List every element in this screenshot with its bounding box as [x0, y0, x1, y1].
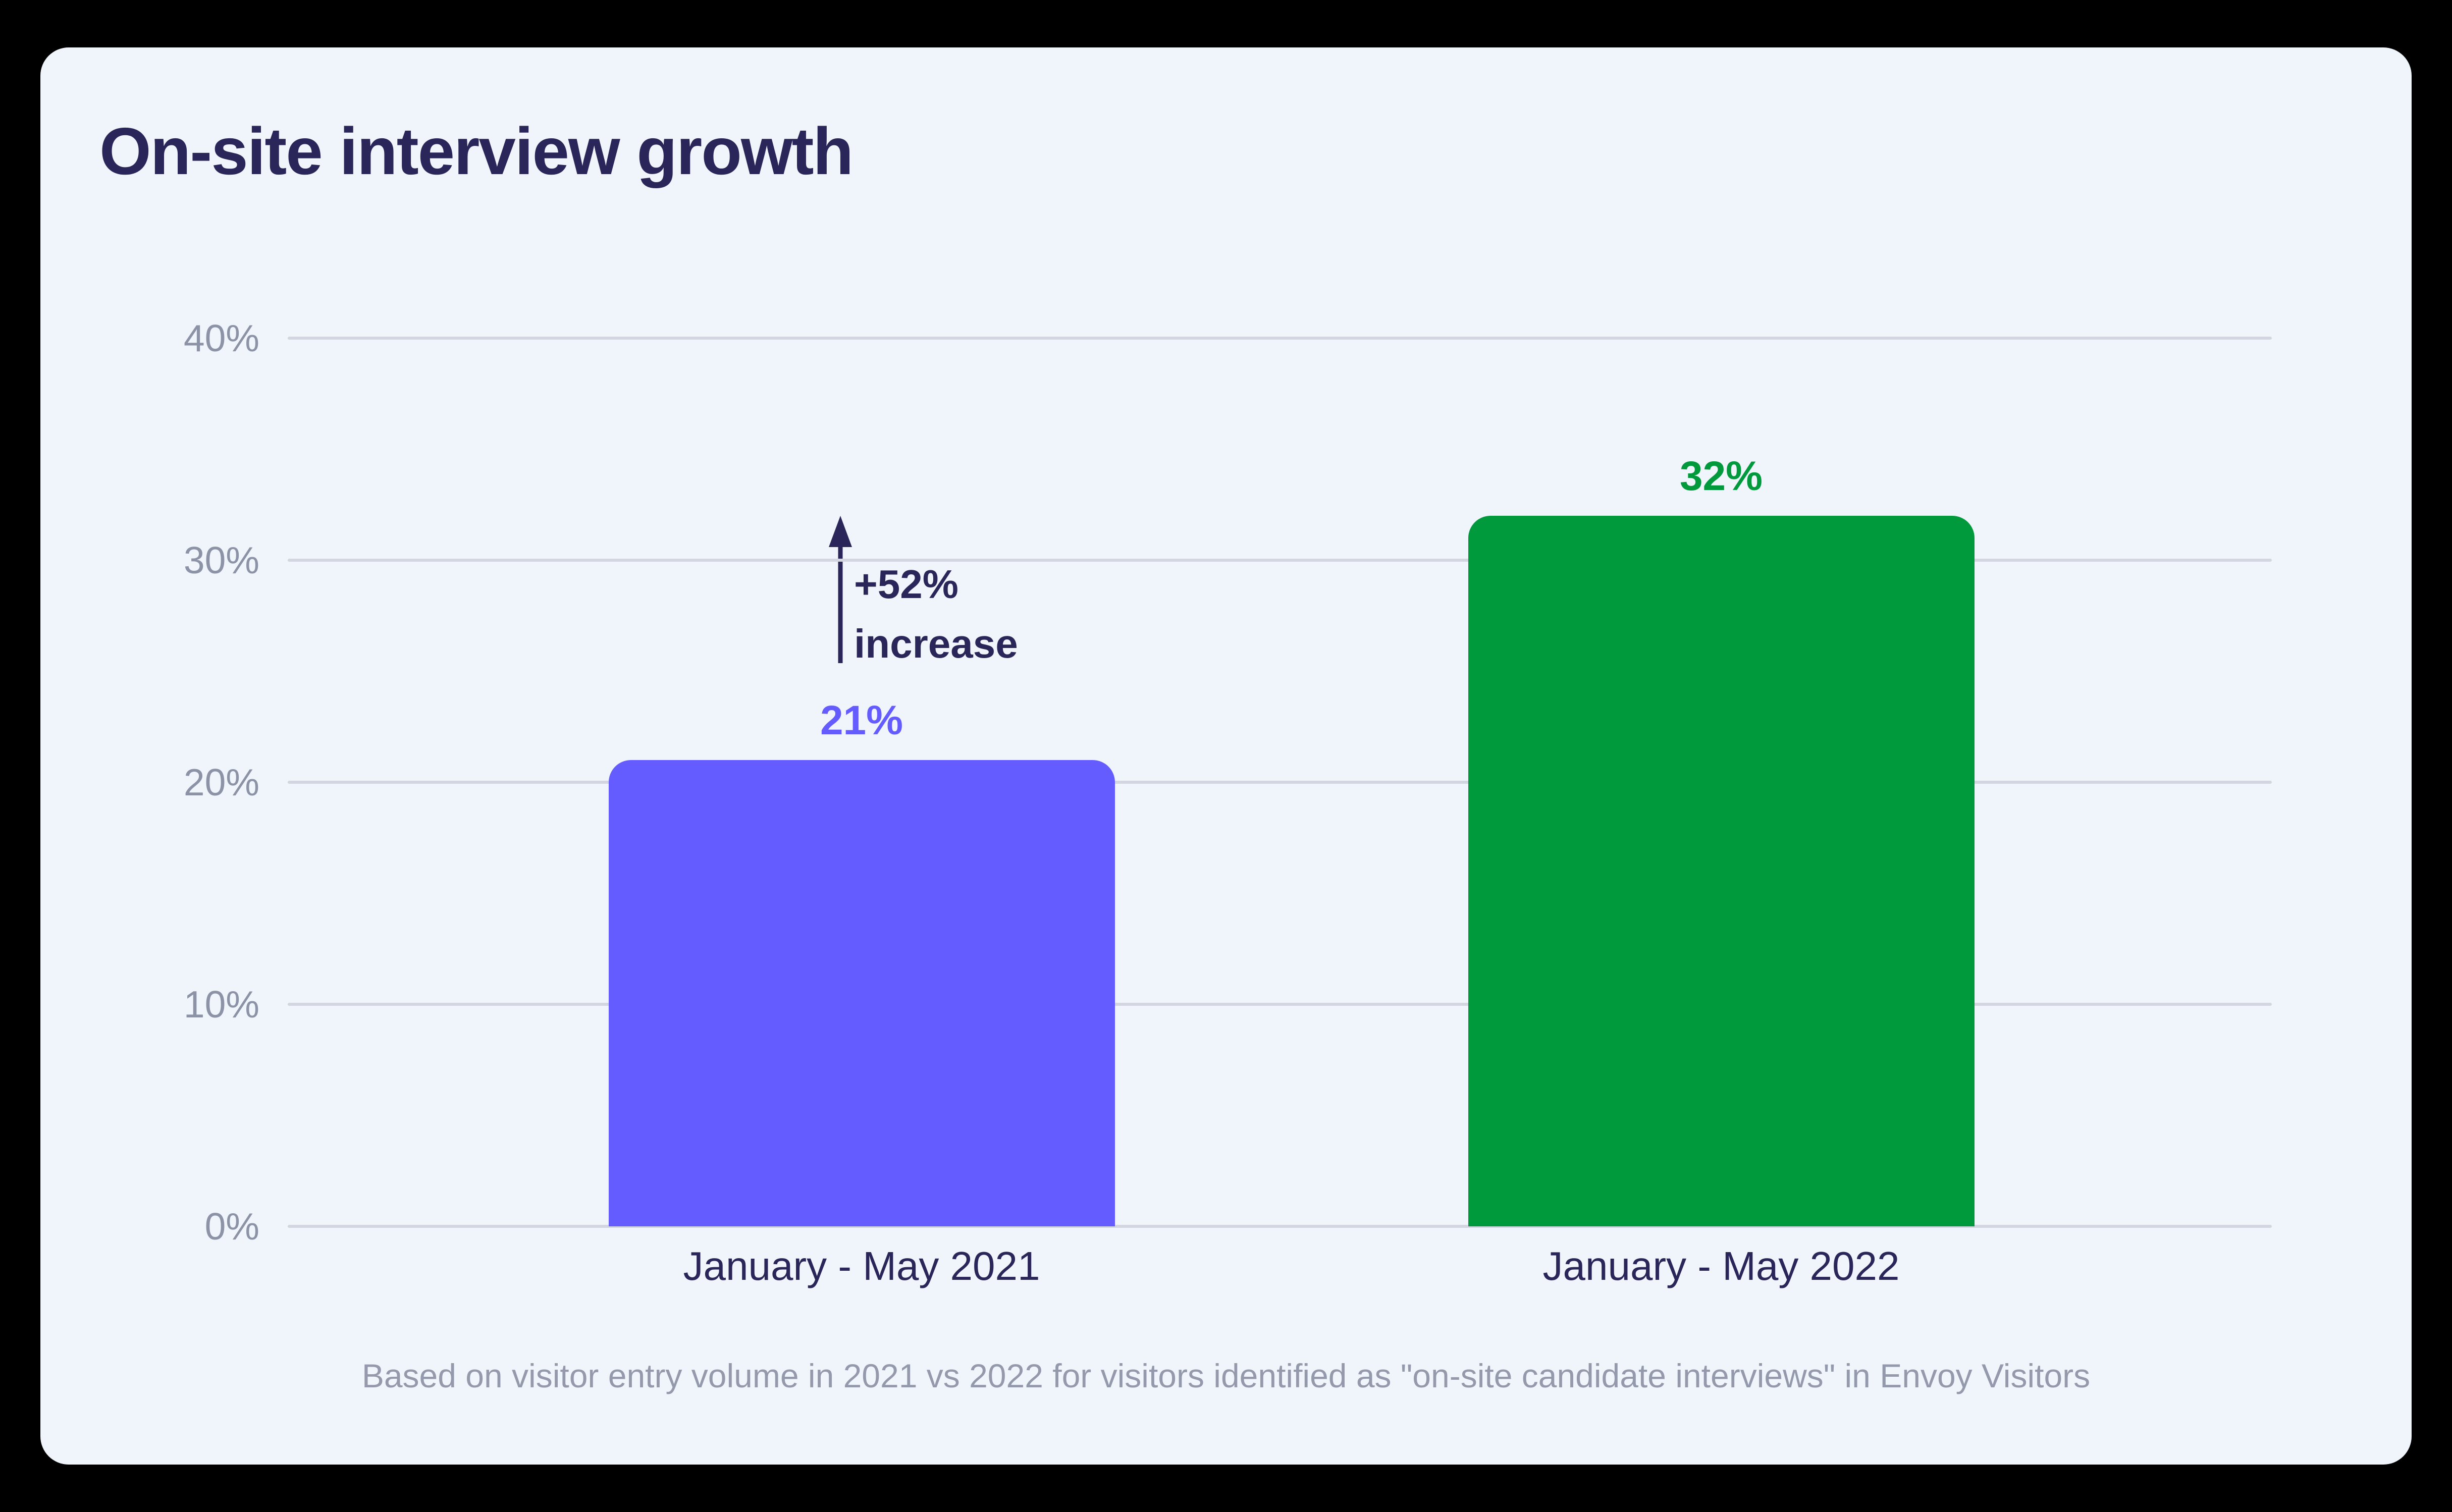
x-axis-category-label: January - May 2022	[1542, 1244, 1900, 1288]
y-axis-tick-label: 10%	[183, 983, 259, 1025]
y-axis-tick-label: 30%	[183, 539, 259, 581]
gridline	[288, 1003, 2272, 1006]
gridline	[288, 559, 2272, 562]
increase-annotation: +52% increase	[854, 555, 1018, 674]
chart-caption: Based on visitor entry volume in 2021 vs…	[361, 1357, 2091, 1394]
bar-value-label: 21%	[820, 697, 903, 743]
y-axis-tick-label: 40%	[183, 317, 259, 359]
gridline	[288, 1225, 2272, 1228]
bar	[608, 760, 1115, 1226]
annotation-line: increase	[854, 621, 1018, 666]
y-axis-tick-label: 0%	[204, 1205, 259, 1248]
x-axis-category-label: January - May 2021	[683, 1244, 1040, 1288]
y-axis-tick-label: 20%	[183, 761, 259, 803]
gridline	[288, 337, 2272, 340]
bar	[1468, 516, 1975, 1226]
increase-arrow-icon	[829, 516, 852, 663]
chart-title: On-site interview growth	[99, 114, 854, 188]
chart-card: On-site interview growth +52% increase 0…	[40, 47, 2412, 1465]
plot-area: +52% increase 0% 10% 20% 30% 40% 21% January -…	[40, 47, 2412, 1465]
annotation-line: +52%	[854, 562, 958, 607]
gridline	[288, 781, 2272, 784]
bar-value-label: 32%	[1679, 453, 1763, 499]
